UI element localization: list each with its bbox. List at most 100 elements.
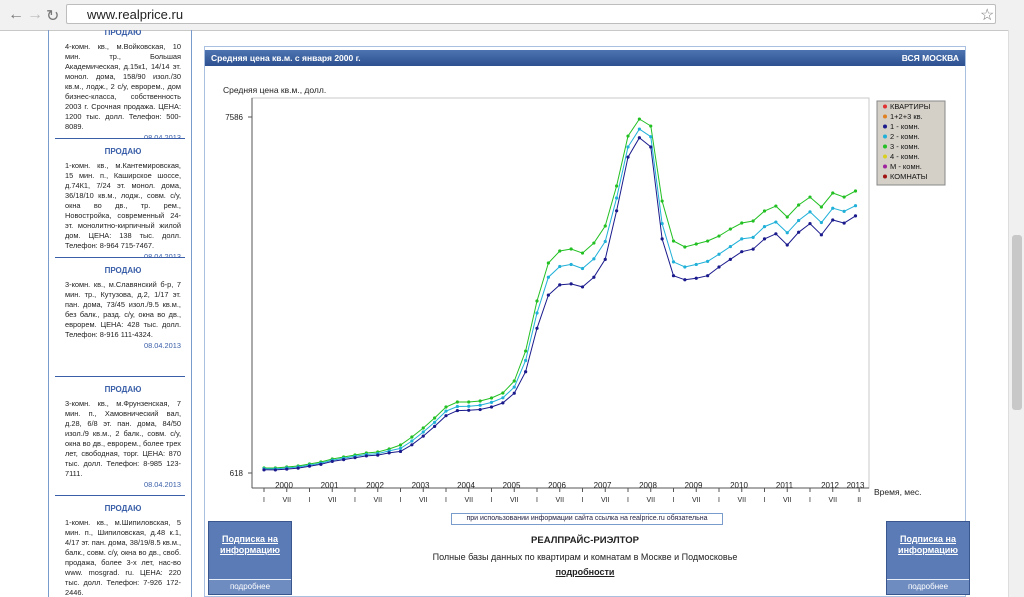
data-point bbox=[592, 241, 596, 245]
data-point bbox=[603, 239, 607, 244]
x-minor-tick-label: VII bbox=[783, 497, 792, 504]
data-point bbox=[433, 424, 437, 429]
data-point bbox=[819, 220, 823, 225]
subscribe-title[interactable]: Подписка на информацию bbox=[220, 534, 280, 555]
data-point bbox=[831, 218, 835, 222]
data-point bbox=[808, 221, 812, 226]
data-point bbox=[626, 134, 630, 138]
data-point bbox=[455, 404, 459, 409]
x-tick-label: 2002 bbox=[366, 481, 384, 490]
details-link[interactable]: подробности bbox=[555, 567, 615, 577]
x-tick-label: 2012 bbox=[821, 481, 839, 490]
x-tick-label: 2010 bbox=[730, 481, 748, 490]
listing: ПРОДАЮ 3-комн. кв., м.Славянский б-р, 7 м… bbox=[55, 262, 185, 377]
x-tick-label: 2005 bbox=[503, 481, 521, 490]
data-point bbox=[467, 408, 471, 412]
legend-label[interactable]: М - комн. bbox=[890, 162, 922, 171]
data-point bbox=[706, 259, 710, 263]
company-title: РЕАЛПРАЙС-РИЭЛТОР bbox=[531, 535, 639, 546]
subscribe-box[interactable]: Подписка на информацию подробнее bbox=[208, 521, 292, 595]
data-point bbox=[501, 391, 505, 395]
subscribe-box[interactable]: Подписка на информацию подробнее bbox=[886, 521, 970, 595]
listing-text: 4-комн. кв., м.Войковская, 10 мин. тр., … bbox=[65, 42, 181, 131]
data-point bbox=[649, 124, 653, 128]
legend-label[interactable]: 1 - комн. bbox=[890, 122, 920, 131]
data-point bbox=[831, 191, 835, 195]
data-point bbox=[728, 257, 732, 261]
subscribe-title[interactable]: Подписка на информацию bbox=[898, 534, 958, 555]
listing-heading[interactable]: ПРОДАЮ bbox=[104, 30, 142, 37]
data-point bbox=[671, 274, 676, 278]
y-tick-label: 7586 bbox=[225, 113, 243, 122]
data-point bbox=[660, 237, 664, 241]
chart-panel: Средняя цена кв.м. с января 2000 г. ВСЯ … bbox=[204, 46, 970, 597]
legend-marker bbox=[883, 154, 887, 159]
data-point bbox=[797, 230, 801, 234]
legend-label[interactable]: 3 - комн. bbox=[890, 142, 920, 151]
legend-marker bbox=[883, 124, 887, 129]
data-point bbox=[808, 195, 812, 199]
address-bar[interactable]: www.realprice.ru bbox=[66, 4, 996, 24]
data-point bbox=[592, 257, 596, 261]
x-minor-tick-label: VII bbox=[328, 497, 337, 504]
subscribe-link[interactable]: подробнее bbox=[209, 579, 291, 594]
data-point bbox=[546, 293, 550, 297]
data-point bbox=[524, 358, 528, 363]
listing-heading[interactable]: ПРОДАЮ bbox=[104, 266, 142, 275]
legend-label[interactable]: 2 - комн. bbox=[890, 132, 920, 141]
panel-region[interactable]: ВСЯ МОСКВА bbox=[901, 53, 959, 63]
panel-title: Средняя цена кв.м. с января 2000 г. bbox=[211, 53, 361, 63]
listing-heading[interactable]: ПРОДАЮ bbox=[104, 504, 142, 513]
reload-button[interactable]: ↻ bbox=[46, 8, 60, 25]
data-point bbox=[580, 285, 585, 289]
scroll-thumb[interactable] bbox=[1012, 235, 1022, 410]
x-minor-tick-label: VII bbox=[464, 497, 473, 504]
company-text: Полные базы данных по квартирам и комнат… bbox=[432, 552, 738, 562]
data-point bbox=[262, 468, 266, 472]
forward-button[interactable]: → bbox=[27, 6, 43, 23]
legend-label[interactable]: КВАРТИРЫ bbox=[890, 102, 931, 111]
data-point bbox=[637, 117, 641, 121]
data-point bbox=[751, 219, 755, 223]
data-point bbox=[524, 349, 528, 353]
x-minor-tick-label: I bbox=[764, 497, 766, 504]
data-point bbox=[842, 221, 846, 225]
legend-marker bbox=[883, 134, 887, 139]
data-point bbox=[751, 235, 755, 239]
url: www.realprice.ru bbox=[87, 7, 184, 22]
bookmark-star[interactable]: ☆ bbox=[980, 7, 995, 24]
data-point bbox=[842, 195, 846, 199]
data-point bbox=[467, 400, 471, 404]
listing-heading[interactable]: ПРОДАЮ bbox=[104, 385, 142, 394]
data-point bbox=[376, 453, 380, 457]
listing-date: 08.04.2013 bbox=[144, 480, 181, 489]
legend-box bbox=[876, 100, 946, 186]
legend-label[interactable]: КОМНАТЫ bbox=[890, 172, 928, 181]
legend-marker bbox=[883, 144, 887, 149]
listing-heading[interactable]: ПРОДАЮ bbox=[104, 147, 142, 156]
data-point bbox=[785, 243, 789, 247]
legend-label[interactable]: 4 - комн. bbox=[890, 152, 920, 161]
scrollbar[interactable] bbox=[1008, 30, 1024, 597]
data-point bbox=[706, 239, 710, 243]
data-point bbox=[535, 311, 539, 315]
data-point bbox=[421, 426, 425, 430]
data-point bbox=[842, 209, 846, 213]
data-point bbox=[478, 407, 482, 412]
data-point bbox=[342, 458, 346, 462]
data-point bbox=[649, 135, 653, 139]
series-line bbox=[264, 118, 856, 469]
data-point bbox=[444, 405, 448, 409]
data-point bbox=[569, 262, 573, 267]
legend-label[interactable]: 1+2+3 кв. bbox=[890, 112, 923, 121]
back-button[interactable]: ← bbox=[8, 6, 24, 23]
data-point bbox=[546, 275, 550, 279]
y-tick-label: 618 bbox=[230, 469, 244, 478]
listing-date: 08.04.2013 bbox=[144, 133, 181, 139]
subscribe-link[interactable]: подробнее bbox=[887, 579, 969, 594]
data-point bbox=[626, 155, 630, 159]
legend-marker bbox=[883, 174, 887, 179]
data-point bbox=[717, 234, 721, 238]
data-point bbox=[603, 257, 607, 261]
